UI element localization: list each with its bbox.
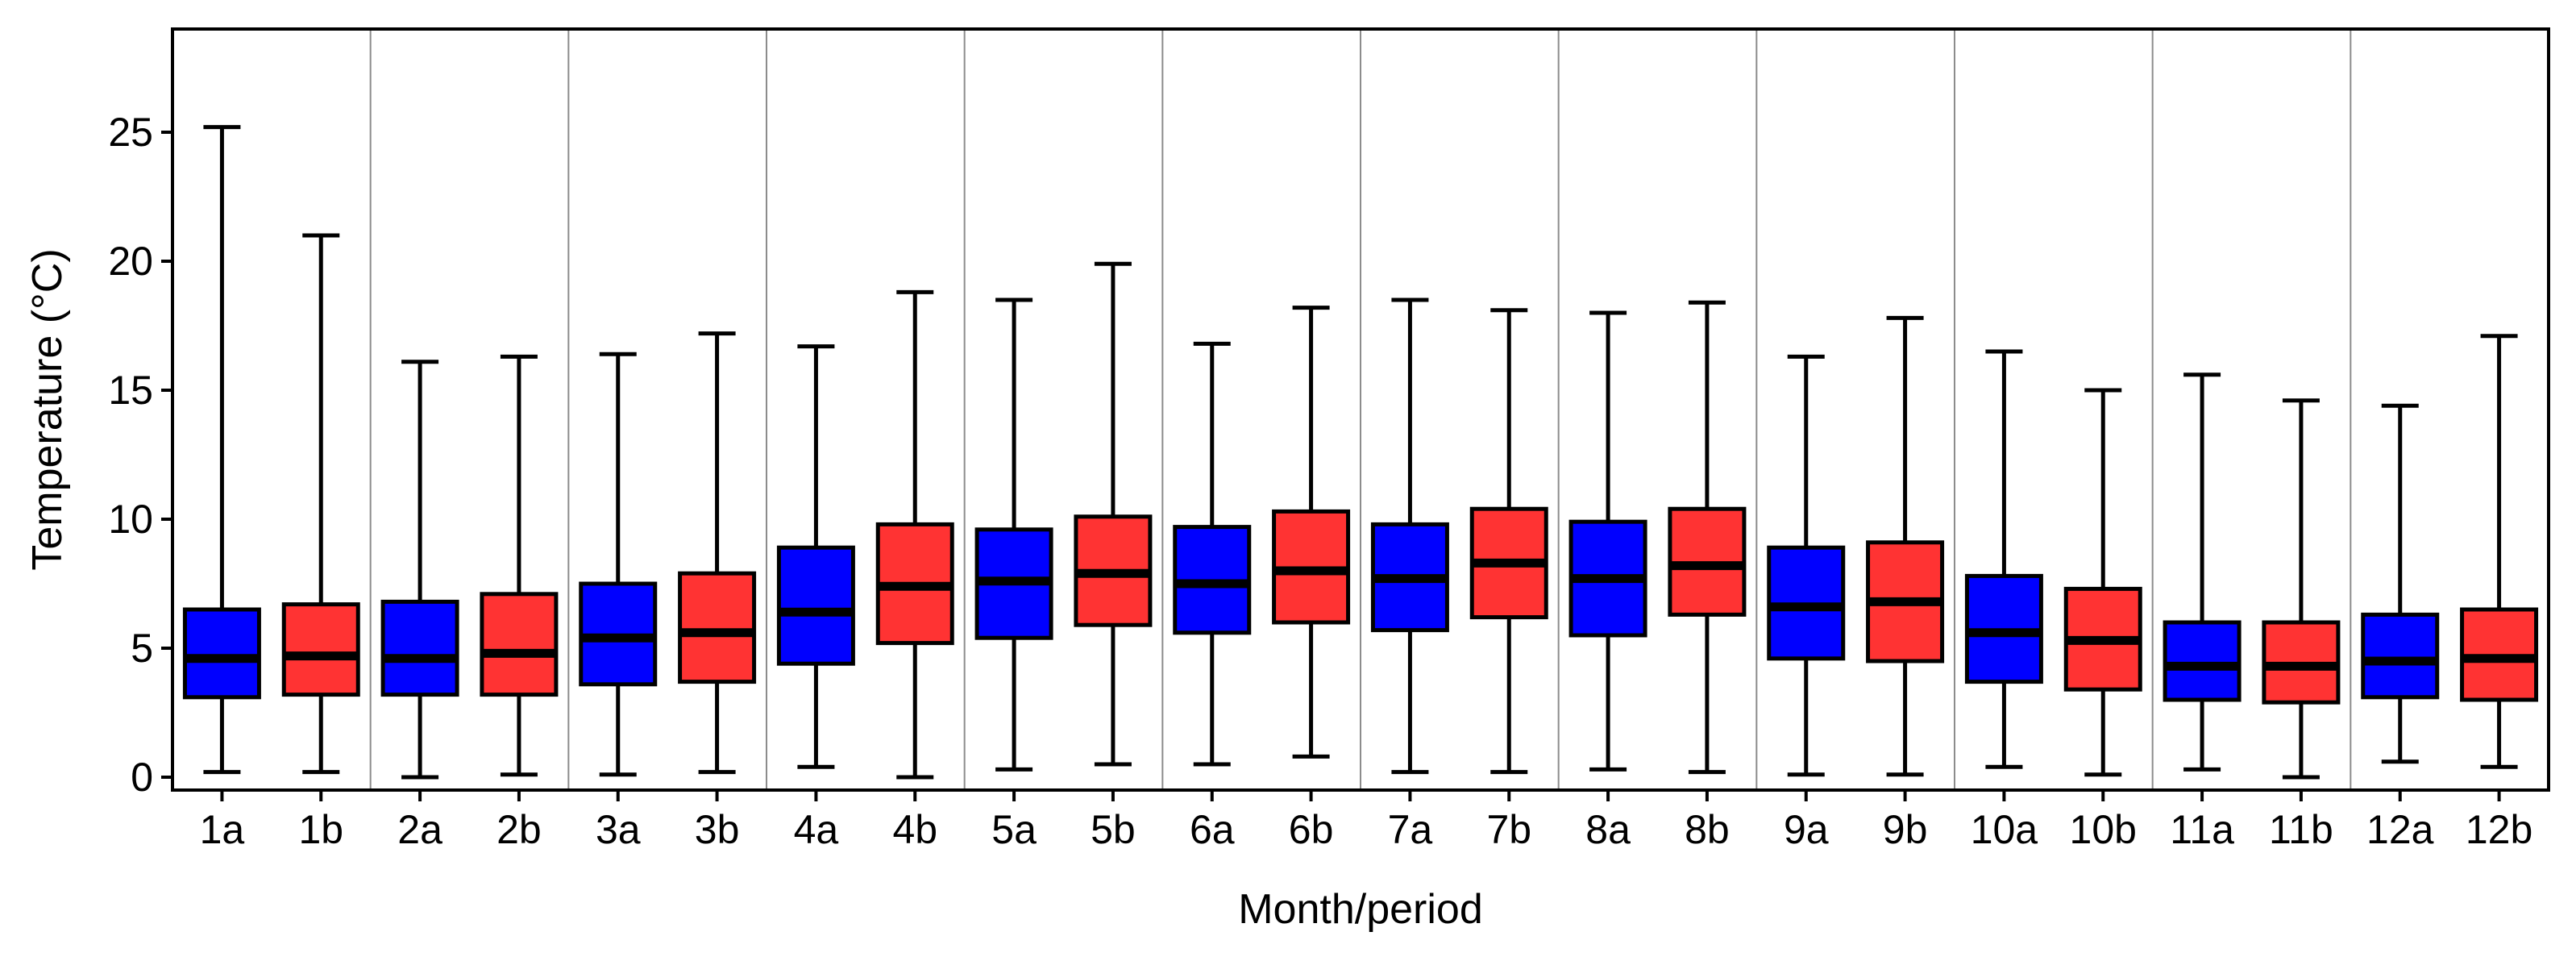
box-3b (678, 331, 757, 775)
y-axis-title: Temperature (°C) (24, 248, 71, 570)
box-1b (281, 233, 360, 775)
box-6a (1173, 341, 1252, 767)
box-11b (2262, 398, 2341, 780)
y-axis: 0 5 10 15 20 25 (108, 110, 172, 800)
y-tick-label: 10 (108, 497, 153, 542)
y-tick-label: 25 (108, 110, 153, 155)
box-4a (776, 344, 855, 769)
x-tick-label: 9b (1883, 807, 1928, 852)
box-10b (2063, 388, 2142, 777)
iqr-box (2163, 620, 2242, 702)
box-6b (1272, 306, 1351, 759)
iqr-box (678, 571, 757, 684)
x-tick-label: 1a (200, 807, 245, 852)
x-tick-label: 8a (1585, 807, 1631, 852)
x-axis: 1a 1b 2a 2b 3a 3b 4a 4b 5a 5b 6a 6b 7a 7b 8a 8b 9a 9b 10a 1… (200, 790, 2532, 852)
x-tick-label: 7b (1486, 807, 1531, 852)
box-7a (1370, 297, 1449, 775)
box-12a (2361, 403, 2440, 764)
x-tick-label: 6a (1190, 807, 1235, 852)
box-1a (182, 125, 261, 775)
iqr-box (182, 607, 261, 700)
x-tick-label: 4b (892, 807, 937, 852)
y-tick-label: 0 (131, 755, 153, 800)
box-2b (480, 354, 559, 777)
box-4b (875, 289, 954, 780)
box-series (182, 125, 2539, 780)
x-tick-label: 3a (596, 807, 641, 852)
box-12b (2460, 334, 2539, 769)
x-tick-label: 3b (695, 807, 740, 852)
x-axis-title: Month/period (1238, 886, 1483, 933)
x-tick-label: 5b (1091, 807, 1136, 852)
iqr-box (380, 599, 459, 697)
box-3a (579, 352, 658, 777)
box-5b (1074, 261, 1153, 767)
iqr-box (2361, 612, 2440, 700)
box-2a (380, 360, 459, 780)
box-9a (1767, 354, 1846, 777)
x-tick-label: 8b (1685, 807, 1730, 852)
y-tick-label: 20 (108, 239, 153, 284)
y-tick-label: 5 (131, 626, 153, 671)
x-tick-label: 11b (2269, 807, 2333, 852)
iqr-box (776, 545, 855, 666)
box-8a (1568, 310, 1647, 772)
box-11a (2163, 372, 2242, 772)
iqr-box (480, 592, 559, 697)
x-tick-label: 7a (1388, 807, 1433, 852)
x-tick-label: 2b (497, 807, 542, 852)
x-tick-label: 5a (991, 807, 1037, 852)
iqr-box (281, 602, 360, 697)
x-tick-label: 9a (1784, 807, 1829, 852)
x-tick-label: 10a (1971, 807, 2038, 852)
x-tick-label: 10b (2070, 807, 2137, 852)
x-tick-label: 6b (1289, 807, 1334, 852)
x-tick-label: 2a (397, 807, 442, 852)
x-tick-label: 4a (794, 807, 839, 852)
y-tick-label: 15 (108, 368, 153, 413)
x-tick-label: 1b (298, 807, 343, 852)
box-7b (1469, 308, 1548, 775)
box-8b (1668, 300, 1747, 775)
plot-frame (171, 27, 2550, 792)
x-tick-label: 11a (2170, 807, 2234, 852)
box-5a (974, 297, 1053, 772)
x-tick-label: 12b (2466, 807, 2532, 852)
box-10a (1964, 349, 2043, 769)
box-9b (1866, 315, 1945, 777)
x-tick-label: 12a (2366, 807, 2434, 852)
group-separators (369, 29, 2352, 790)
